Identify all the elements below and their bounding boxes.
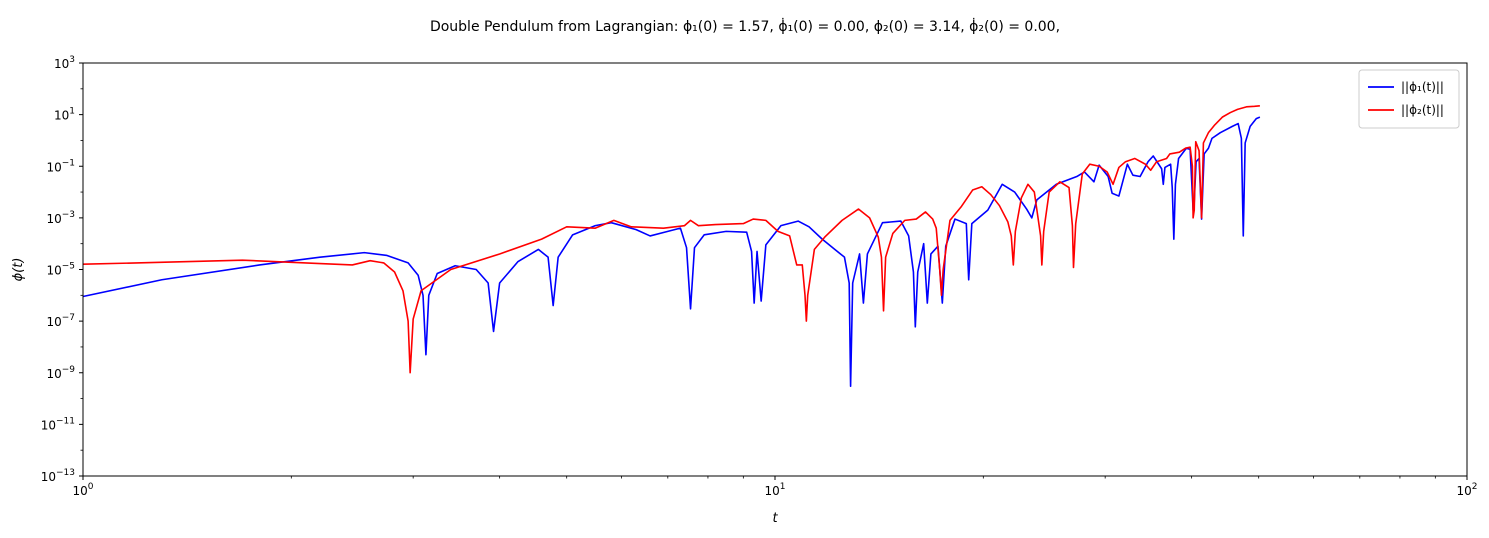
y-tick-label: 10−7: [46, 313, 75, 329]
y-tick-label: 10−11: [41, 416, 75, 432]
chart-title: Double Pendulum from Lagrangian: ϕ₁(0) =…: [430, 17, 1060, 35]
legend-box: [1358, 69, 1460, 129]
y-tick-label: 10−3: [46, 210, 75, 226]
legend-label-1: ||ϕ₁(t)||: [1401, 80, 1444, 94]
y-axis-label: ϕ(t): [11, 258, 26, 282]
x-axis-label: t: [772, 511, 778, 526]
axis-ticks: 100 101 102 103 101 10−1 10−3 10−5 10−7 10−9 10−11…: [41, 55, 1478, 498]
y-tick-label: 10−1: [46, 158, 75, 174]
x-tick-label: 102: [1456, 482, 1477, 498]
x-tick-label: 101: [764, 482, 785, 498]
legend-label-2: ||ϕ₂(t)||: [1401, 103, 1444, 117]
axes-frame: [82, 62, 1468, 477]
series-line-2: [82, 104, 1260, 374]
series-line-1: [82, 116, 1261, 388]
y-tick-label: 101: [54, 107, 75, 123]
y-tick-label: 10−5: [46, 262, 75, 278]
data-series: [82, 104, 1261, 388]
y-tick-label: 103: [54, 55, 75, 71]
legend: ||ϕ₁(t)|| ||ϕ₂(t)||: [1358, 69, 1460, 129]
y-tick-label: 10−9: [46, 365, 75, 381]
y-tick-label: 10−13: [41, 468, 75, 484]
x-tick-label: 100: [72, 482, 93, 498]
